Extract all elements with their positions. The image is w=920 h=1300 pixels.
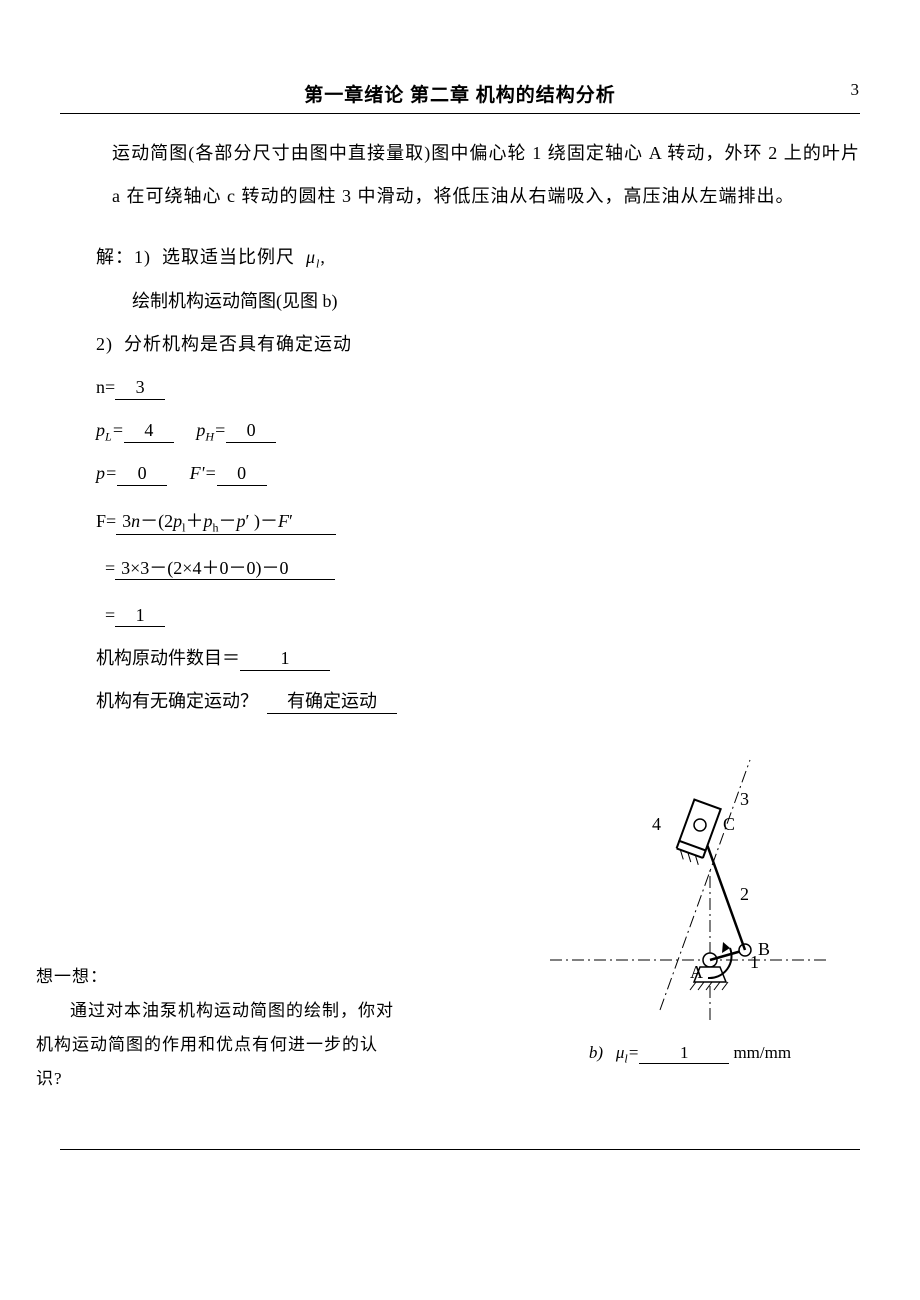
mechanism-diagram: A B C 1 2 3 4 (530, 750, 850, 1030)
p-value: 0 (117, 463, 167, 486)
label-1: 1 (750, 952, 759, 972)
diagram-caption: b) μl=1 mm/mm (520, 1043, 860, 1066)
eq-p-fp: p=0 F'=0 (96, 452, 860, 495)
step2-text: 分析机构是否具有确定运动 (124, 334, 352, 354)
caption-prefix: b) (589, 1043, 603, 1062)
determinate-val: 有确定运动 (267, 691, 397, 714)
eq-n: n=3 (96, 366, 860, 409)
determinate-line: 机构有无确定运动？ 有确定运动 (96, 680, 860, 723)
label-A: A (690, 962, 703, 982)
step-1a: 解：1) 选取适当比例尺 μl, (96, 236, 860, 279)
footer-rule (60, 1149, 860, 1150)
caption-unit: mm/mm (733, 1043, 791, 1062)
eq-result: =1 (96, 594, 860, 637)
pL-label: pL= (96, 420, 124, 440)
step1-text-a: 选取适当比例尺 μl, (162, 247, 326, 267)
n-label: n= (96, 377, 115, 397)
result-lhs: = (105, 605, 115, 625)
page-header: 第一章绪论 第二章 机构的结构分析 3 (60, 80, 860, 107)
F-formula: 3n－(2pl＋ph－p′ )－F′ (116, 511, 336, 536)
determinate-label: 机构有无确定运动？ (96, 691, 258, 711)
pH-value: 0 (226, 420, 276, 443)
label-B: B (758, 939, 770, 959)
eq-formula: F=3n－(2pl＋ph－p′ )－F′ (96, 500, 860, 543)
eq-pl-ph: pL=4 pH=0 (96, 409, 860, 452)
think-body: 通过对本油泵机构运动简图的绘制，你对机构运动简图的作用和优点有何进一步的认识? (36, 994, 396, 1096)
calc-lhs: = (105, 558, 115, 578)
drivers-line: 机构原动件数目＝1 (96, 637, 860, 680)
step-2: 2) 分析机构是否具有确定运动 (96, 323, 860, 366)
drivers-val: 1 (240, 648, 330, 671)
step2-no: 2) (96, 334, 113, 354)
eq-calc: =3×3－(2×4＋0－0)－0 (96, 547, 860, 590)
step-1b: 绘制机构运动简图(见图 b) (132, 280, 860, 323)
pH-label: pH= (196, 420, 226, 440)
header-title: 第一章绪论 第二章 机构的结构分析 (304, 85, 616, 106)
header-rule (60, 113, 860, 114)
label-3: 3 (740, 789, 749, 809)
drivers-label: 机构原动件数目＝ (96, 648, 240, 668)
Fp-value: 0 (217, 463, 267, 486)
result-val: 1 (115, 605, 165, 628)
label-2: 2 (740, 884, 749, 904)
solution-block: 解：1) 选取适当比例尺 μl, 绘制机构运动简图(见图 b) 2) 分析机构是… (60, 236, 860, 723)
solution-label: 解： (96, 247, 134, 267)
caption-symbol: μl= (616, 1043, 639, 1062)
page-number: 3 (851, 80, 861, 100)
p-label: p= (96, 463, 117, 483)
F-lhs: F= (96, 511, 116, 531)
step1-no: 1) (134, 247, 151, 267)
caption-val: 1 (639, 1043, 729, 1064)
diagram-block: A B C 1 2 3 4 b) μl=1 mm/mm (520, 750, 860, 1066)
Fp-label: F'= (190, 463, 217, 483)
think-block: 想一想： 通过对本油泵机构运动简图的绘制，你对机构运动简图的作用和优点有何进一步… (36, 960, 396, 1096)
label-C: C (723, 814, 735, 834)
n-value: 3 (115, 377, 165, 400)
label-4: 4 (652, 814, 661, 834)
think-heading: 想一想： (36, 960, 396, 994)
pL-value: 4 (124, 420, 174, 443)
calc-rhs: 3×3－(2×4＋0－0)－0 (115, 558, 335, 581)
intro-paragraph: 运动简图(各部分尺寸由图中直接量取)图中偏心轮 1 绕固定轴心 A 转动，外环 … (60, 132, 860, 218)
content-body: 运动简图(各部分尺寸由图中直接量取)图中偏心轮 1 绕固定轴心 A 转动，外环 … (60, 132, 860, 723)
